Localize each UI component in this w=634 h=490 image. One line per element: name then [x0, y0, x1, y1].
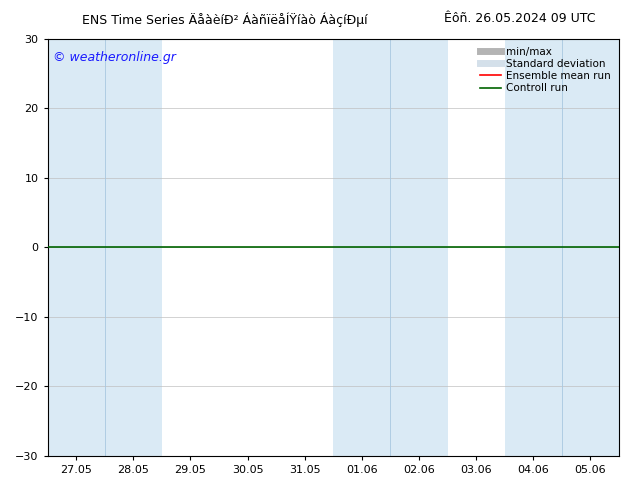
Legend: min/max, Standard deviation, Ensemble mean run, Controll run: min/max, Standard deviation, Ensemble me…: [477, 44, 614, 97]
Text: ENS Time Series ÄåàèíÐ² ÁàñïëåÍŸíàò ÁàçíÐµí: ENS Time Series ÄåàèíÐ² ÁàñïëåÍŸíàò Áàçí…: [82, 12, 368, 27]
Bar: [505, 39, 619, 456]
Bar: [48, 39, 162, 456]
Text: Êôñ. 26.05.2024 09 UTC: Êôñ. 26.05.2024 09 UTC: [444, 12, 595, 25]
Text: © weatheronline.gr: © weatheronline.gr: [53, 51, 176, 64]
Bar: [333, 39, 448, 456]
